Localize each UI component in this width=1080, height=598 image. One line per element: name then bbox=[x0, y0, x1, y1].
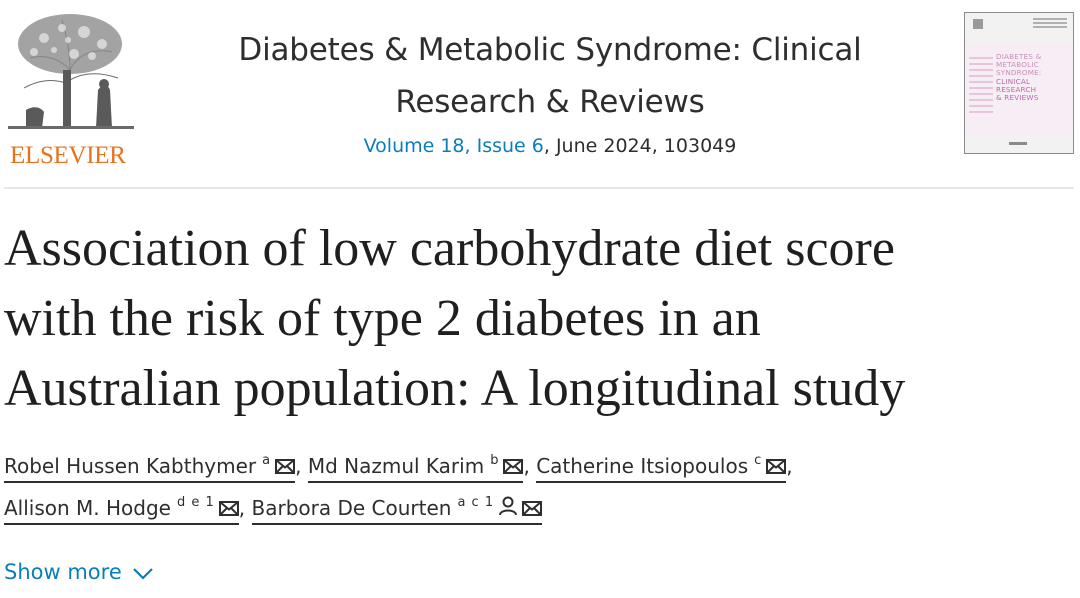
author-separator: , bbox=[238, 496, 246, 520]
author-link[interactable]: Robel Hussen Kabthymer a bbox=[4, 453, 296, 483]
cover-sidebar bbox=[969, 57, 993, 117]
author-link[interactable]: Md Nazmul Karim b bbox=[307, 453, 524, 483]
cover-logo-icon bbox=[973, 19, 983, 29]
author-link[interactable]: Catherine Itsiopoulos c bbox=[536, 453, 787, 483]
person-icon bbox=[498, 490, 518, 529]
show-more-button[interactable]: Show more bbox=[4, 558, 154, 588]
author-separator: , bbox=[523, 454, 530, 478]
author-name: Robel Hussen Kabthymer bbox=[4, 454, 257, 478]
mail-icon bbox=[522, 490, 543, 529]
article-title-line3: Australian population: A longitudinal st… bbox=[4, 360, 906, 417]
author-link[interactable]: Barbora De Courten a c 1 bbox=[251, 495, 543, 525]
author-affiliations: b bbox=[490, 453, 500, 468]
issue-date: , June 2024, 103049 bbox=[543, 135, 737, 157]
journal-cover-image[interactable]: DIABETES & METABOLIC SYNDROME: CLINICAL … bbox=[964, 12, 1074, 154]
mail-icon bbox=[766, 448, 787, 487]
journal-title-line1: Diabetes & Metabolic Syndrome: Clinical bbox=[238, 32, 862, 68]
elsevier-tree-icon bbox=[4, 10, 138, 134]
author-separator: , bbox=[295, 454, 302, 478]
header-divider bbox=[4, 187, 1074, 189]
author-name: Md Nazmul Karim bbox=[307, 454, 485, 478]
article-title-line2: with the risk of type 2 diabetes in an bbox=[4, 290, 761, 347]
publisher-name: ELSEVIER bbox=[10, 142, 126, 169]
mail-icon bbox=[218, 490, 239, 529]
author-affiliations: a bbox=[262, 453, 272, 468]
journal-info: Diabetes & Metabolic Syndrome: Clinical … bbox=[180, 24, 920, 160]
masthead: ELSEVIER Diabetes & Metabolic Syndrome: … bbox=[0, 0, 1080, 188]
author-affiliations: d e 1 bbox=[176, 495, 215, 510]
article-title: Association of low carbohydrate diet sco… bbox=[4, 214, 1074, 424]
cover-footer bbox=[965, 135, 1073, 153]
article-title-line1: Association of low carbohydrate diet sco… bbox=[4, 220, 895, 277]
author-separator: , bbox=[786, 454, 793, 478]
author-name: Barbora De Courten bbox=[251, 496, 452, 520]
author-name: Catherine Itsiopoulos bbox=[536, 454, 749, 478]
journal-title-link[interactable]: Diabetes & Metabolic Syndrome: Clinical … bbox=[180, 24, 920, 128]
mail-icon bbox=[275, 448, 296, 487]
author-list: Robel Hussen Kabthymer a, Md Nazmul Karim… bbox=[4, 447, 1074, 531]
chevron-down-icon bbox=[132, 560, 154, 588]
cover-meta bbox=[1033, 18, 1067, 20]
cover-title: DIABETES & METABOLIC SYNDROME: CLINICAL … bbox=[996, 52, 1042, 103]
journal-title-line2: Research & Reviews bbox=[395, 84, 705, 120]
author-affiliations: c bbox=[754, 453, 763, 468]
show-more-label: Show more bbox=[4, 560, 122, 584]
cover-header bbox=[965, 13, 1073, 43]
author-link[interactable]: Allison M. Hodge d e 1 bbox=[4, 495, 239, 525]
journal-issue: Volume 18, Issue 6, June 2024, 103049 bbox=[180, 132, 920, 160]
author-name: Allison M. Hodge bbox=[4, 496, 171, 520]
author-affiliations: a c 1 bbox=[457, 495, 495, 510]
issue-link[interactable]: Volume 18, Issue 6 bbox=[363, 135, 544, 157]
elsevier-logo[interactable]: ELSEVIER bbox=[4, 10, 138, 169]
mail-icon bbox=[503, 448, 524, 487]
